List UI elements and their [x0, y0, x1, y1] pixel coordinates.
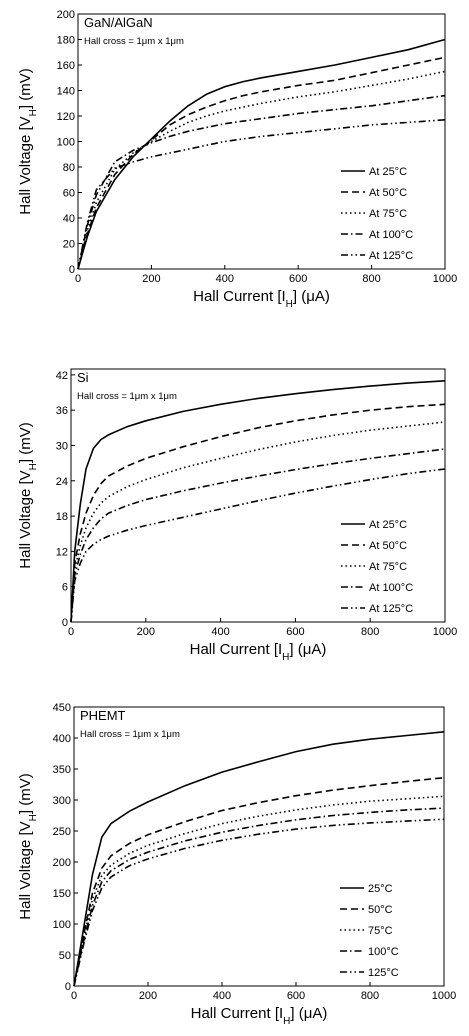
y-tick-label: 80	[63, 162, 75, 174]
x-axis-title: Hall Current [IH] (μA)	[193, 288, 330, 310]
x-tick-label: 600	[287, 990, 305, 1002]
legend-label: At 100°C	[369, 229, 413, 241]
series-line-4	[70, 448, 446, 623]
chart-panel-2: 0 200 400 600 800 1000 0 6 12 18 24 30 36 42 Si Hall cr…	[17, 368, 457, 663]
y-axis-title: Hall Voltage [VH] (mV)	[17, 68, 39, 214]
series-line-1	[70, 380, 446, 623]
y-tick-label: 24	[56, 476, 68, 488]
y-tick-label: 6	[62, 582, 68, 594]
x-tick-label: 400	[211, 626, 229, 638]
series-line-4	[73, 807, 445, 987]
y-tick-label: 12	[56, 546, 68, 558]
panel-annotation: Hall cross = 1μm x 1μm	[84, 36, 184, 47]
x-tick-label: 200	[142, 273, 160, 285]
x-tick-label: 400	[213, 990, 231, 1002]
x-tick-label: 600	[286, 626, 304, 638]
x-tick-label: 400	[216, 273, 234, 285]
y-tick-label: 20	[63, 239, 75, 251]
series-line-5	[77, 119, 446, 270]
legend: At 25°C At 50°C At 75°C At 100°C At 125°C	[341, 166, 413, 262]
y-tick-label: 50	[59, 950, 71, 962]
y-tick-label: 160	[57, 60, 75, 72]
legend-label: At 125°C	[369, 250, 413, 262]
x-tick-label: 0	[75, 273, 81, 285]
legend-label: At 100°C	[369, 582, 413, 594]
x-tick-label: 0	[68, 626, 74, 638]
x-axis-title: Hall Current [IH] (μA)	[190, 641, 327, 663]
y-tick-label: 0	[69, 264, 75, 276]
plot-frame	[73, 706, 445, 987]
legend-label: At 125°C	[369, 603, 413, 615]
y-tick-label: 350	[53, 764, 71, 776]
y-tick-label: 42	[56, 370, 68, 382]
legend-label: 75°C	[368, 925, 393, 937]
legend: At 25°C At 50°C At 75°C At 100°C At 125°C	[341, 519, 413, 615]
series-line-3	[70, 421, 446, 623]
y-axis-title: Hall Voltage [VH] (mV)	[17, 422, 39, 568]
y-tick-label: 100	[53, 919, 71, 931]
series-line-1	[77, 38, 446, 270]
series-line-1	[73, 731, 445, 987]
panel-title: GaN/AlGaN	[84, 15, 153, 30]
x-tick-label: 1000	[433, 273, 457, 285]
y-tick-label: 180	[57, 35, 75, 47]
y-tick-label: 0	[62, 617, 68, 629]
x-tick-label: 800	[362, 273, 380, 285]
y-axis-title: Hall Voltage [VH] (mV)	[17, 773, 39, 919]
x-tick-label: 200	[139, 990, 157, 1002]
panel-title: PHEMT	[80, 708, 126, 723]
x-tick-label: 0	[71, 990, 77, 1002]
legend-label: At 25°C	[369, 519, 407, 531]
series-line-5	[73, 818, 445, 987]
y-tick-label: 40	[63, 213, 75, 225]
x-tick-label: 800	[361, 990, 379, 1002]
panel-title: Si	[77, 370, 89, 385]
series-line-5	[70, 468, 446, 623]
y-tick-label: 30	[56, 440, 68, 452]
panel-annotation: Hall cross = 1μm x 1μm	[80, 729, 180, 740]
series-line-4	[77, 94, 446, 270]
legend-label: At 75°C	[369, 208, 407, 220]
x-tick-label: 800	[361, 626, 379, 638]
y-tick-label: 140	[57, 86, 75, 98]
plot-frame	[70, 368, 446, 623]
y-tick-label: 60	[63, 188, 75, 200]
chart-panel-1: 0 200 400 600 800 1000 0 20 40 60 80 100 120 140 160 18…	[17, 9, 457, 310]
legend-label: 125°C	[368, 967, 399, 979]
legend: 25°C 50°C 75°C 100°C 125°C	[340, 883, 399, 979]
y-tick-label: 150	[53, 888, 71, 900]
y-tick-label: 100	[57, 137, 75, 149]
y-tick-label: 250	[53, 826, 71, 838]
x-axis-title: Hall Current [IH] (μA)	[191, 1005, 328, 1027]
y-tick-label: 120	[57, 111, 75, 123]
x-tick-label: 200	[137, 626, 155, 638]
y-tick-label: 300	[53, 795, 71, 807]
y-tick-label: 36	[56, 405, 68, 417]
chart-panel-3: 0 200 400 600 800 1000 0 50 100 150 200 250 300 350 40…	[17, 702, 456, 1027]
legend-label: 25°C	[368, 883, 393, 895]
y-tick-label: 0	[65, 981, 71, 993]
legend-label: At 25°C	[369, 166, 407, 178]
x-tick-label: 1000	[432, 990, 456, 1002]
legend-label: 100°C	[368, 946, 399, 958]
panel-annotation: Hall cross = 1μm x 1μm	[77, 391, 177, 402]
y-tick-label: 450	[53, 702, 71, 714]
series-line-2	[70, 403, 446, 623]
legend-label: At 75°C	[369, 561, 407, 573]
series-line-2	[77, 56, 446, 270]
x-tick-label: 1000	[433, 626, 457, 638]
y-tick-label: 18	[56, 511, 68, 523]
series-line-2	[73, 776, 445, 987]
legend-label: At 50°C	[369, 187, 407, 199]
x-tick-label: 600	[289, 273, 307, 285]
y-tick-label: 200	[57, 9, 75, 21]
legend-label: 50°C	[368, 904, 393, 916]
legend-label: At 50°C	[369, 540, 407, 552]
y-tick-label: 400	[53, 733, 71, 745]
y-tick-label: 200	[53, 857, 71, 869]
